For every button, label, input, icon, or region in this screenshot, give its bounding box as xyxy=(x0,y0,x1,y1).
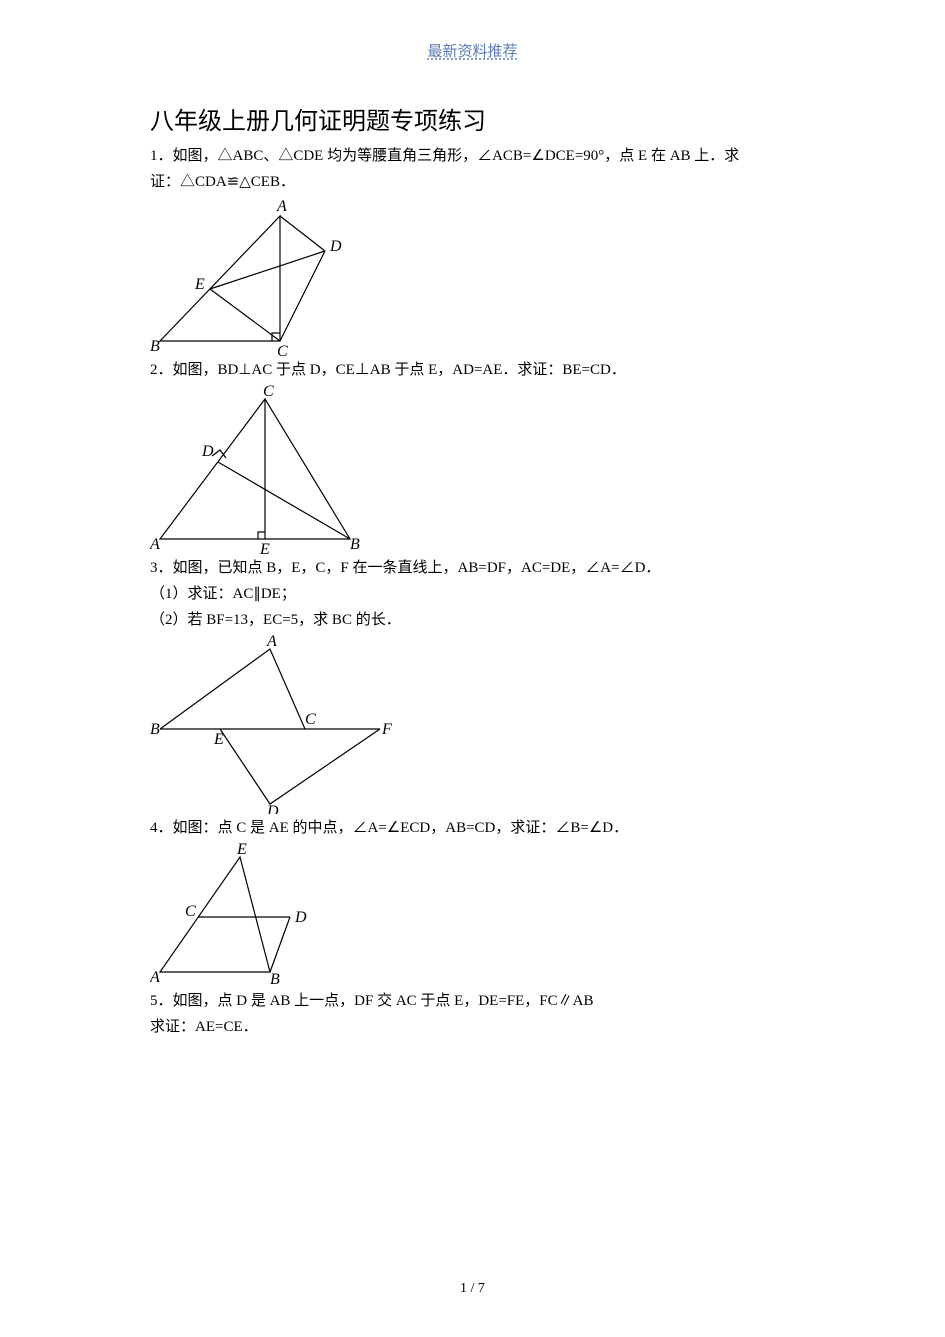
fig1-A: A xyxy=(276,198,287,215)
figure-3: A B E C F D xyxy=(150,634,400,814)
fig4-C: C xyxy=(185,903,196,920)
fig4-E: E xyxy=(236,842,247,858)
fig3-A: A xyxy=(266,634,277,650)
fig2-B: B xyxy=(350,536,360,553)
page: 最新资料推荐 八年级上册几何证明题专项练习 1．如图，△ABC、△CDE 均为等… xyxy=(0,0,945,1337)
fig2-E: E xyxy=(259,541,270,554)
fig1-B: B xyxy=(150,338,160,355)
page-footer: 1 / 7 xyxy=(0,1281,945,1297)
problem-2: 2．如图，BD⊥AC 于点 D，CE⊥AB 于点 E，AD=AE．求证：BE=C… xyxy=(150,358,795,382)
fig2-C: C xyxy=(263,384,274,400)
document-title: 八年级上册几何证明题专项练习 xyxy=(150,101,795,136)
figure-1: A B C D E xyxy=(150,196,360,356)
fig4-A: A xyxy=(150,969,160,986)
fig4-B: B xyxy=(270,971,280,987)
fig3-C: C xyxy=(305,711,316,728)
fig2-D: D xyxy=(201,443,214,460)
figure-2: A B C D E xyxy=(150,384,370,554)
fig3-F: F xyxy=(381,721,392,738)
problem-1-line1: 1．如图，△ABC、△CDE 均为等腰直角三角形，∠ACB=∠DCE=90°，点… xyxy=(150,144,795,168)
problem-3-line3: （2）若 BF=13，EC=5，求 BC 的长． xyxy=(150,608,795,632)
problem-1-line2: 证：△CDA≌△CEB． xyxy=(150,170,795,194)
problem-3-line2: （1）求证：AC∥DE； xyxy=(150,582,795,606)
fig3-B: B xyxy=(150,721,160,738)
page-header: 最新资料推荐 xyxy=(150,40,795,61)
fig2-A: A xyxy=(150,536,160,553)
figure-4: A B C D E xyxy=(150,842,320,987)
fig3-E: E xyxy=(213,731,224,748)
problem-5-line2: 求证：AE=CE． xyxy=(150,1015,795,1039)
fig4-D: D xyxy=(294,909,307,926)
fig3-D: D xyxy=(266,803,279,814)
problem-4: 4．如图：点 C 是 AE 的中点，∠A=∠ECD，AB=CD，求证：∠B=∠D… xyxy=(150,816,795,840)
fig1-D: D xyxy=(329,238,342,255)
problem-3-line1: 3．如图，已知点 B，E，C，F 在一条直线上，AB=DF，AC=DE，∠A=∠… xyxy=(150,556,795,580)
fig1-E: E xyxy=(194,276,205,293)
problem-5-line1: 5．如图，点 D 是 AB 上一点，DF 交 AC 于点 E，DE=FE，FC∥… xyxy=(150,989,795,1013)
fig1-C: C xyxy=(277,343,288,356)
